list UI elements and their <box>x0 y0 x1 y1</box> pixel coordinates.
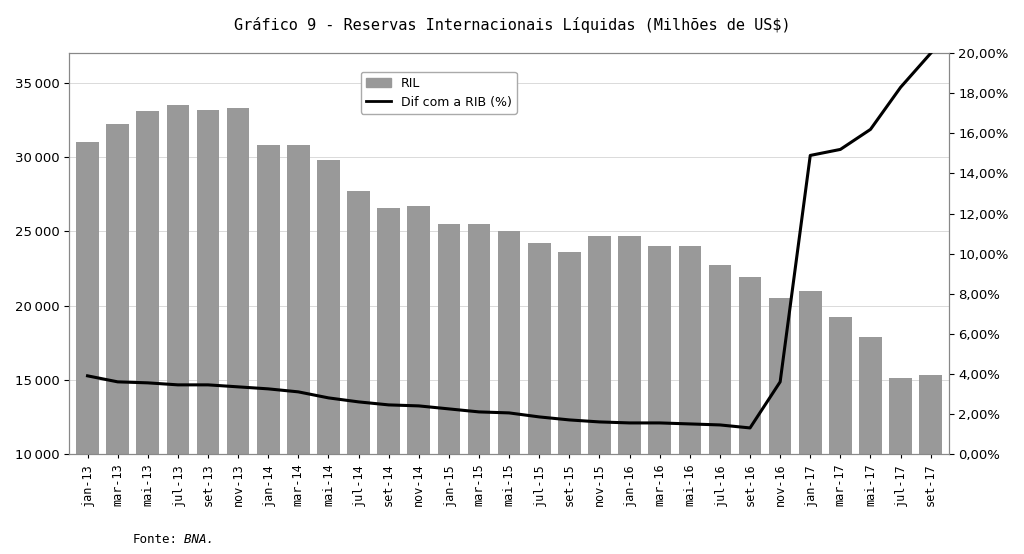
Bar <box>859 337 882 554</box>
Bar <box>738 278 761 554</box>
Bar <box>226 108 250 554</box>
Bar <box>769 298 792 554</box>
Text: Gráfico 9 - Reservas Internacionais Líquidas (Milhões de US$): Gráfico 9 - Reservas Internacionais Líqu… <box>233 17 791 33</box>
Bar <box>167 105 189 554</box>
Bar <box>799 291 821 554</box>
Bar <box>588 236 610 554</box>
Bar <box>378 208 400 554</box>
Bar <box>889 378 912 554</box>
Bar <box>498 232 520 554</box>
Bar <box>528 243 551 554</box>
Bar <box>648 246 671 554</box>
Bar <box>408 206 430 554</box>
Bar <box>709 265 731 554</box>
Bar <box>136 111 159 554</box>
Bar <box>106 125 129 554</box>
Bar <box>920 375 942 554</box>
Bar <box>347 191 370 554</box>
Legend: RIL, Dif com a RIB (%): RIL, Dif com a RIB (%) <box>360 71 517 114</box>
Bar <box>679 246 701 554</box>
Bar <box>437 224 460 554</box>
Bar <box>618 236 641 554</box>
Text: BNA.: BNA. <box>169 533 214 546</box>
Bar <box>468 224 490 554</box>
Bar <box>197 110 219 554</box>
Text: Fonte:: Fonte: <box>133 533 178 546</box>
Bar <box>257 145 280 554</box>
Bar <box>829 317 852 554</box>
Bar <box>287 145 309 554</box>
Bar <box>558 252 581 554</box>
Bar <box>317 160 340 554</box>
Bar <box>76 142 99 554</box>
